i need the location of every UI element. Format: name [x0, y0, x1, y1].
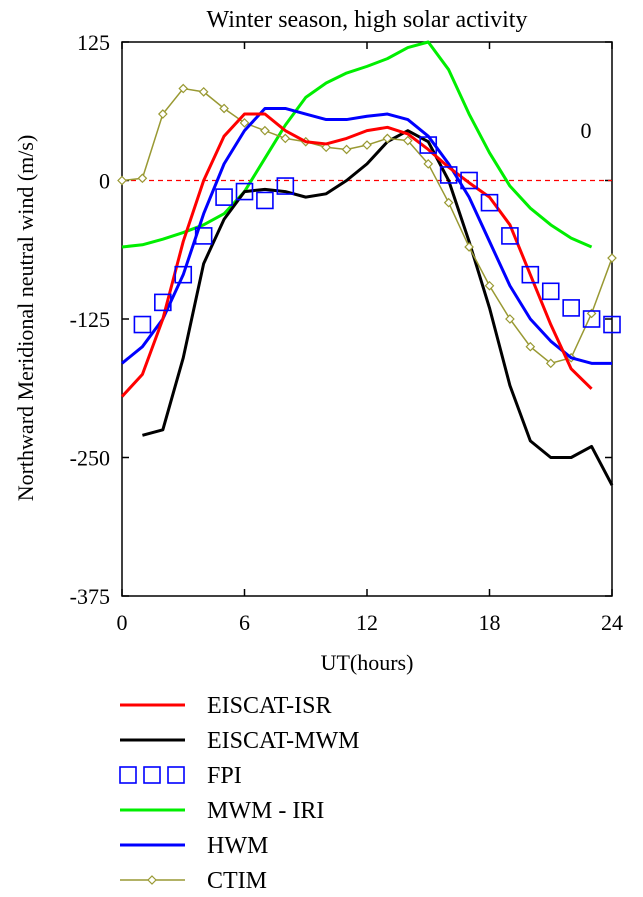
y-axis-label: Northward Meridional neutral wind (m/s): [13, 135, 38, 502]
data-point: [464, 242, 474, 252]
y-tick-label: 125: [77, 30, 110, 55]
series-line: [142, 129, 614, 486]
legend-item: EISCAT-MWM: [120, 728, 359, 754]
data-point: [562, 299, 580, 317]
data-point: [460, 171, 478, 190]
legend-swatch: [167, 766, 185, 784]
data-point: [541, 282, 560, 301]
legend-item: EISCAT-ISR: [120, 693, 331, 719]
y-tick-label: -250: [70, 446, 110, 471]
data-point: [582, 310, 601, 328]
x-tick-label: 18: [479, 610, 501, 635]
legend-item: CTIM: [120, 868, 267, 894]
data-point: [276, 177, 295, 195]
series-line: [120, 112, 593, 398]
series-fpi: [133, 136, 621, 334]
y-tick-label: -125: [70, 307, 110, 332]
series-ctim: [117, 83, 617, 369]
data-point: [443, 197, 454, 208]
data-point: [256, 191, 274, 210]
data-point: [174, 265, 193, 284]
data-point: [607, 253, 617, 263]
legend-swatch: [143, 766, 161, 784]
data-point: [157, 109, 168, 119]
data-point: [235, 182, 254, 201]
data-point: [280, 133, 291, 144]
legend-label: EISCAT-ISR: [207, 693, 331, 719]
data-point: [480, 193, 499, 212]
legend-swatch: [147, 875, 157, 885]
legend-label: MWM - IRI: [207, 798, 324, 824]
data-point: [215, 188, 233, 206]
data-point: [525, 341, 536, 352]
y-tick-label: 0: [99, 169, 110, 194]
tick-marks: [121, 41, 613, 597]
data-point: [178, 83, 189, 94]
data-point: [219, 103, 229, 114]
data-point: [423, 159, 434, 169]
x-axis-label: UT(hours): [321, 650, 414, 675]
x-tick-label: 6: [239, 610, 250, 635]
legend-label: CTIM: [207, 868, 267, 894]
x-tick-label: 24: [601, 610, 623, 635]
series-line: [121, 106, 612, 365]
chart-title: Winter season, high solar activity: [207, 7, 528, 33]
legend-label: FPI: [207, 763, 242, 789]
x-tick-label: 0: [117, 610, 128, 635]
legend-item: FPI: [119, 763, 242, 789]
legend-label: EISCAT-MWM: [207, 728, 359, 754]
data-point: [362, 140, 372, 150]
data-point: [194, 227, 213, 245]
data-point: [321, 142, 332, 153]
series-eiscat-isr: [120, 112, 593, 398]
legend-label: HWM: [207, 833, 268, 859]
data-point: [521, 265, 540, 284]
data-point: [402, 135, 413, 146]
series-hwm: [121, 106, 612, 365]
data-point: [439, 166, 458, 184]
series-group: [117, 40, 621, 486]
data-point: [239, 118, 250, 128]
data-point: [260, 125, 270, 136]
tick-labels: 125 0 -125 -250 -375 0 6 12 18 24: [70, 30, 623, 635]
data-point: [137, 173, 148, 184]
zero-annotation: 0: [581, 118, 592, 143]
data-point: [198, 87, 209, 97]
x-tick-label: 12: [356, 610, 378, 635]
data-point: [341, 144, 352, 155]
legend-item: MWM - IRI: [120, 798, 324, 824]
data-point: [505, 314, 515, 324]
data-point: [419, 136, 438, 154]
y-tick-label: -375: [70, 584, 110, 609]
data-point: [117, 175, 127, 186]
data-point: [382, 133, 393, 144]
data-point: [603, 315, 621, 334]
data-point: [133, 315, 152, 334]
legend-item: HWM: [120, 833, 268, 859]
data-point: [545, 358, 556, 369]
series-eiscat-mwm: [142, 129, 614, 486]
data-point: [484, 280, 495, 291]
plot-frame: [121, 41, 613, 597]
data-point: [501, 227, 519, 245]
legend-swatch: [119, 766, 137, 784]
data-point: [154, 293, 172, 312]
legend: EISCAT-ISR EISCAT-MWM FPI MWM - IRI HWM CTIM: [119, 693, 359, 894]
